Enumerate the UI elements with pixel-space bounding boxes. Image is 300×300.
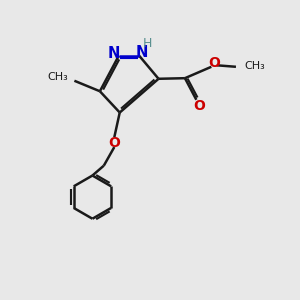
Text: N: N	[136, 45, 148, 60]
Text: O: O	[108, 136, 120, 150]
Text: O: O	[208, 56, 220, 70]
Text: H: H	[143, 37, 152, 50]
Text: O: O	[194, 99, 205, 113]
Text: CH₃: CH₃	[244, 61, 265, 71]
Text: CH₃: CH₃	[47, 72, 68, 82]
Text: N: N	[107, 46, 119, 61]
